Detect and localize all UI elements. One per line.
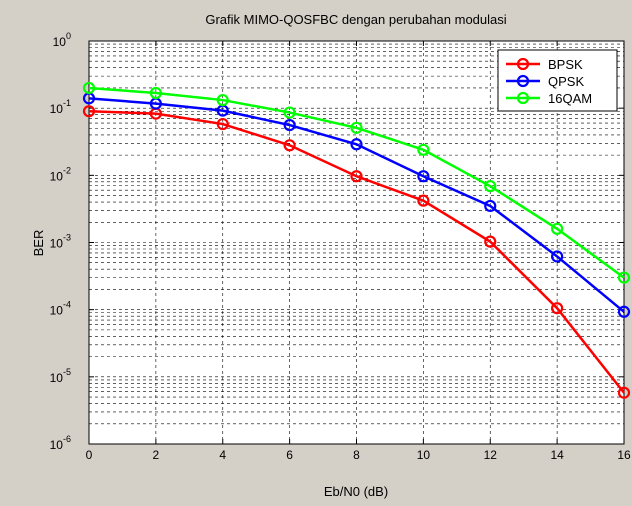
y-tick-label: 10-2: [50, 165, 71, 183]
data-point: [551, 222, 564, 235]
chart-title: Grafik MIMO-QOSFBC dengan perubahan modu…: [205, 12, 506, 27]
legend-label: QPSK: [548, 74, 584, 89]
data-point: [617, 386, 631, 399]
data-point: [350, 138, 363, 151]
legend-item-qpsk: QPSK: [506, 74, 584, 89]
series-bpsk: [82, 105, 631, 399]
legend-item-bpsk: BPSK: [506, 57, 583, 72]
data-point: [551, 302, 564, 315]
data-point: [617, 271, 631, 284]
data-point: [283, 139, 296, 152]
data-point: [350, 170, 363, 183]
data-point: [283, 106, 296, 119]
x-tick-label: 14: [550, 448, 564, 462]
y-tick-label: 10-6: [50, 434, 71, 452]
data-point: [484, 235, 497, 248]
legend-swatch-marker: [516, 74, 530, 88]
x-tick-label: 6: [286, 448, 293, 462]
y-tick-label: 100: [53, 31, 71, 49]
data-point: [283, 118, 296, 132]
data-point: [617, 305, 631, 318]
data-point: [484, 199, 497, 213]
x-tick-label: 4: [219, 448, 226, 462]
y-tick-label: 10-1: [50, 98, 71, 116]
data-point: [82, 105, 96, 118]
data-point: [417, 194, 430, 207]
data-point: [82, 81, 96, 95]
y-axis-label: BER: [31, 230, 46, 257]
data-point: [417, 143, 430, 156]
series-line: [88, 86, 625, 279]
legend-item-16qam: 16QAM: [506, 91, 592, 106]
legend-label: 16QAM: [548, 91, 592, 106]
x-tick-label: 16: [617, 448, 631, 462]
series-layer: [82, 81, 631, 399]
data-point: [149, 86, 162, 100]
data-point: [216, 117, 229, 131]
x-tick-label: 10: [417, 448, 431, 462]
data-point: [417, 170, 430, 183]
x-axis-label: Eb/N0 (dB): [324, 484, 388, 499]
x-tick-label: 8: [353, 448, 360, 462]
x-tick-label: 0: [86, 448, 93, 462]
data-point: [350, 121, 363, 134]
x-tick-label: 2: [153, 448, 160, 462]
legend: BPSK QPSK 16QAM: [497, 49, 618, 112]
data-point: [484, 180, 497, 193]
x-tick-labels: 0 2 4 6 8 10 12 14 16: [86, 448, 631, 462]
legend-swatch-marker: [516, 91, 530, 105]
legend-label: BPSK: [548, 57, 583, 72]
data-point: [551, 250, 564, 263]
data-point: [216, 93, 229, 107]
x-tick-label: 12: [484, 448, 498, 462]
series-line: [88, 109, 625, 394]
series-line: [88, 97, 625, 313]
series-16qam: [82, 81, 631, 284]
y-tick-label: 10-3: [50, 233, 71, 251]
y-tick-labels: 10-6 10-5 10-4 10-3 10-2 10-1 100: [50, 31, 71, 452]
y-tick-label: 10-4: [50, 300, 71, 318]
legend-swatch-marker: [516, 57, 530, 71]
y-tick-label: 10-5: [50, 367, 71, 385]
